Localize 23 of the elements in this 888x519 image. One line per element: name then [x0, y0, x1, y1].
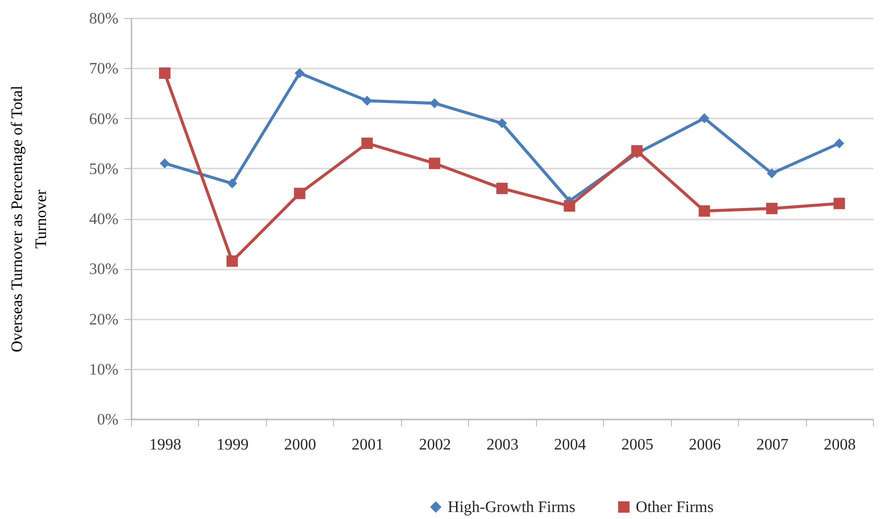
legend-label: High-Growth Firms	[448, 499, 576, 516]
y-tick-label: 30%	[89, 261, 118, 278]
x-tick-label: 1998	[149, 436, 182, 454]
y-tick-label: 70%	[89, 60, 118, 78]
x-tick-label: 1999	[216, 436, 249, 454]
x-tick-label: 2004	[554, 436, 586, 454]
legend-label: Other Firms	[636, 499, 714, 516]
x-tick-label: 2000	[284, 436, 316, 454]
y-tick-label: 10%	[89, 361, 118, 378]
y-tick-label: 60%	[89, 110, 118, 128]
y-axis-title: Overseas Turnover as Percentage of Total Turnover	[9, 85, 50, 352]
x-tick-label: 2001	[352, 436, 384, 454]
x-tick-label: 2005	[621, 436, 654, 454]
x-tick-label: 2006	[688, 436, 721, 454]
x-tick-label: 2007	[756, 436, 788, 454]
y-tick-label: 20%	[89, 311, 118, 328]
y-tick-label: 50%	[89, 160, 118, 178]
y-tick-label: 40%	[89, 211, 118, 228]
y-tick-label: 80%	[89, 10, 118, 28]
x-tick-label: 2008	[824, 436, 856, 454]
x-tick-label: 2003	[486, 436, 518, 454]
x-tick-label: 2002	[419, 436, 452, 454]
y-tick-label: 0%	[97, 412, 118, 428]
